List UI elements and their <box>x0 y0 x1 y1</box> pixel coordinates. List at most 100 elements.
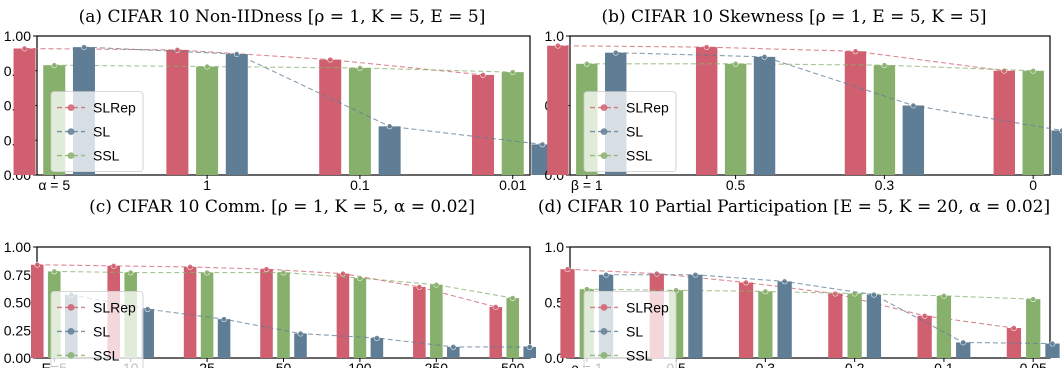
legend-box <box>50 291 144 368</box>
legend-marker-ssl <box>67 152 75 160</box>
bar-ssl <box>430 284 443 358</box>
x-tick-label: 25 <box>199 360 215 368</box>
legend-marker-slrep <box>600 304 608 311</box>
point-sl <box>1059 127 1062 134</box>
bar-sl <box>225 54 248 175</box>
bar-sl <box>777 281 792 358</box>
legend-marker-sl <box>600 328 608 335</box>
legend-label-slrep: SLRep <box>93 299 136 315</box>
y-tick-label: 1.0 <box>545 239 565 255</box>
legend-marker-ssl <box>67 352 75 359</box>
x-tick-label: 0.1 <box>350 177 370 193</box>
legend-label-slrep: SLRep <box>626 100 669 116</box>
bar-sl <box>1051 130 1062 175</box>
x-tick-label: 0.01 <box>499 177 526 193</box>
legend-label-ssl: SSL <box>626 148 653 164</box>
y-tick-label: 1.00 <box>4 28 31 44</box>
bar-ssl <box>501 72 524 175</box>
bar-ssl <box>1026 299 1041 358</box>
bar-sl <box>141 309 154 358</box>
y-tick-label: 0.50 <box>4 295 31 311</box>
panel-b-title: (b) CIFAR 10 Skewness [ρ = 1, E = 5, K =… <box>601 7 986 27</box>
legend-box <box>50 91 144 172</box>
bar-slrep <box>319 59 342 175</box>
point-slrep <box>492 304 499 310</box>
bar-slrep <box>13 48 36 176</box>
bar-ssl <box>506 298 520 358</box>
legend-label-slrep: SLRep <box>626 299 669 315</box>
bar-slrep <box>183 266 197 358</box>
x-tick-label: 100 <box>348 360 372 368</box>
point-slrep <box>1001 67 1008 74</box>
y-tick-label: 0.25 <box>4 322 31 338</box>
bar-slrep <box>560 269 575 358</box>
bar-ssl <box>847 293 862 358</box>
bar-slrep <box>472 74 495 175</box>
bar-ssl <box>758 291 773 358</box>
line-ssl <box>586 63 1034 72</box>
bar-ssl <box>277 272 290 358</box>
bar-sl <box>753 56 776 175</box>
x-tick-label: β = 1 <box>571 177 603 193</box>
bar-ssl <box>936 295 952 358</box>
panel-a: (a) CIFAR 10 Non-IIDness [ρ = 1, K = 5, … <box>4 7 554 193</box>
y-tick-label: 1.0 <box>545 28 565 44</box>
bar-sl <box>688 274 703 358</box>
legend-label-ssl: SSL <box>626 347 653 363</box>
y-tick-label: 0.00 <box>4 350 31 366</box>
x-tick-label: 1 <box>203 177 211 193</box>
bar-slrep <box>844 51 867 175</box>
x-tick-label: 0.1 <box>934 360 954 368</box>
bar-ssl <box>1022 70 1044 175</box>
bar-slrep <box>828 293 843 358</box>
legend-marker-ssl <box>600 152 608 160</box>
bar-slrep <box>993 70 1015 175</box>
line-sl <box>83 46 543 145</box>
legend-label-sl: SL <box>626 323 643 339</box>
bar-slrep <box>917 315 932 358</box>
x-tick-label: 250 <box>425 360 449 368</box>
x-tick-label: α = 5 <box>38 177 70 193</box>
panel-c-title: (c) CIFAR 10 Comm. [ρ = 1, K = 5, α = 0.… <box>89 197 475 217</box>
legend-label-ssl: SSL <box>93 347 120 363</box>
x-tick-label: 0.3 <box>756 360 776 368</box>
legend-label-ssl: SSL <box>93 148 120 164</box>
bar-sl <box>217 319 231 358</box>
x-tick-label: 0.3 <box>875 177 895 193</box>
legend-marker-slrep <box>600 104 608 111</box>
y-tick-label: 0.0 <box>545 350 565 366</box>
legend-marker-sl <box>67 328 75 335</box>
bar-ssl <box>348 67 371 175</box>
bar-slrep <box>166 49 189 175</box>
bar-ssl <box>200 272 214 358</box>
line-ssl <box>586 288 1034 300</box>
panel-b: (b) CIFAR 10 Skewness [ρ = 1, E = 5, K =… <box>545 7 1062 193</box>
legend-marker-slrep <box>67 304 75 311</box>
bar-sl <box>1045 343 1060 358</box>
bar-sl <box>447 346 460 358</box>
y-tick-label: 1.00 <box>4 239 31 255</box>
x-tick-label: 0.5 <box>726 177 746 193</box>
bar-sl <box>866 294 882 358</box>
bar-slrep <box>738 282 754 358</box>
bar-sl <box>523 346 537 358</box>
x-tick-label: 0 <box>1029 177 1037 193</box>
panel-d: (d) CIFAR 10 Partial Participation [E = … <box>538 197 1060 368</box>
legend-box <box>583 291 677 368</box>
line-slrep <box>24 47 484 76</box>
bar-slrep <box>336 273 350 358</box>
line-sl <box>615 52 1062 132</box>
bar-slrep <box>1006 328 1022 358</box>
bar-slrep <box>695 47 718 176</box>
legend-marker-sl <box>600 128 608 136</box>
panel-c: (c) CIFAR 10 Comm. [ρ = 1, K = 5, α = 0.… <box>4 197 537 368</box>
line-sl <box>71 294 530 348</box>
legend-marker-sl <box>67 128 75 136</box>
bar-ssl <box>196 66 219 175</box>
line-ssl <box>54 64 513 73</box>
bar-slrep <box>489 306 503 358</box>
bar-ssl <box>353 278 367 358</box>
line-ssl <box>54 270 513 299</box>
legend-box <box>583 91 677 172</box>
